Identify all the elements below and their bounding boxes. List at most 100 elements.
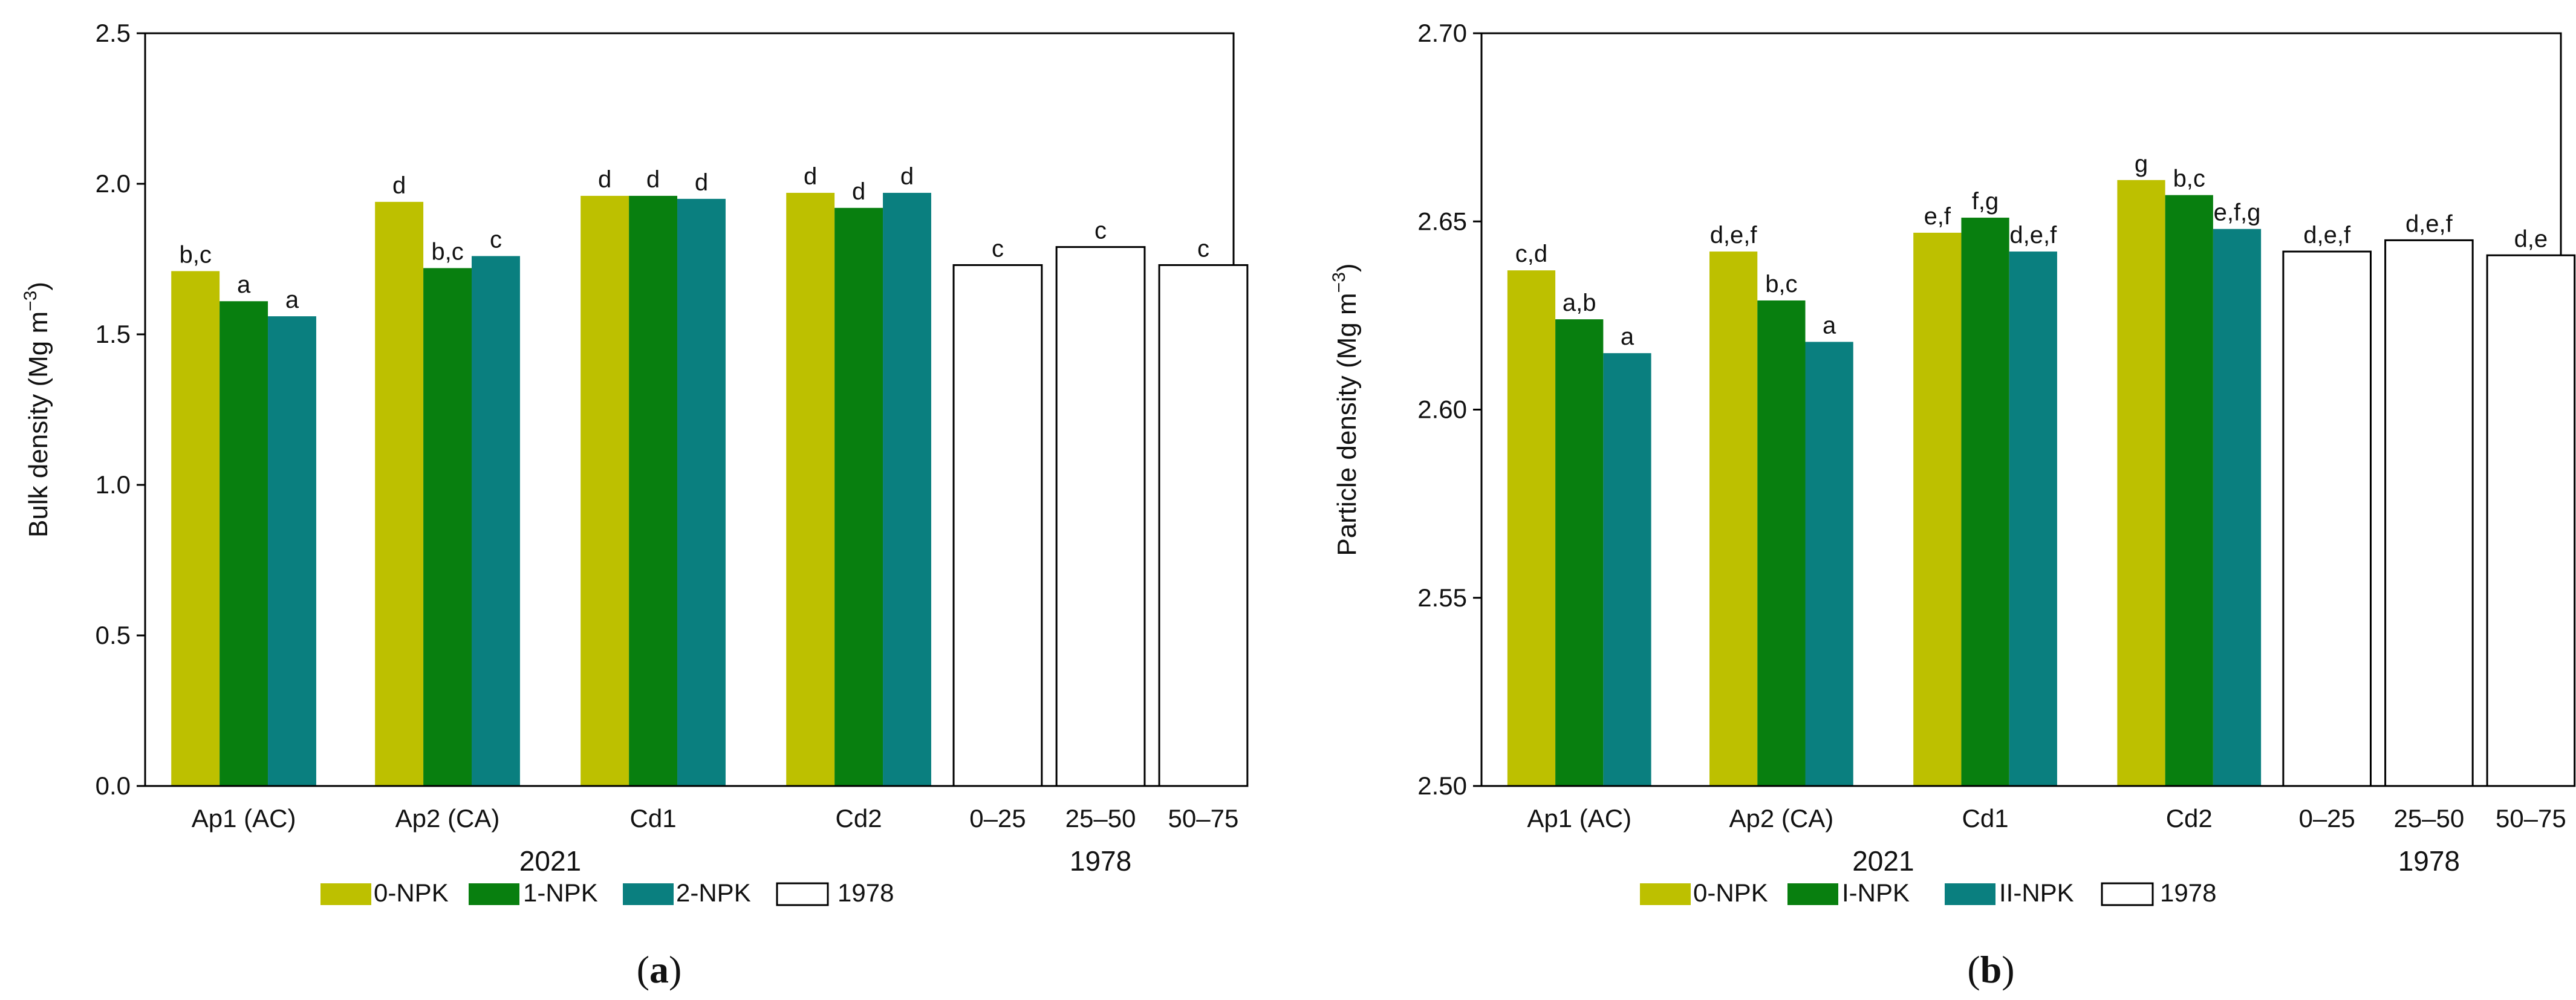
panel-b: 2.50 2.55 2.60 2.65 2.70 Particle density (Mg…	[1329, 19, 2576, 991]
x-category-label: Cd2	[836, 804, 882, 833]
bar-i-npk-4	[2165, 195, 2213, 786]
significance-letter: a	[1823, 312, 1836, 339]
y-tick-label: 2.50	[1417, 771, 1467, 800]
y-tick-label: 2.70	[1417, 19, 1467, 47]
panel-label-open: (	[1967, 948, 1980, 991]
significance-letter: c	[1197, 235, 1209, 262]
panel-label-letter: b	[1980, 948, 2002, 991]
x-category-label: Cd1	[630, 804, 677, 833]
legend-entry: 0-NPK	[1693, 878, 1768, 907]
significance-letter: d	[695, 169, 708, 196]
panel-label: (a)	[637, 948, 682, 991]
panel-a: 0.0 0.5 1.0 1.5 2.0 2.5 Bulk density (Mg m−3) b…	[21, 19, 1249, 991]
bar-i-npk-2	[1757, 300, 1806, 787]
bar-1978-3	[1158, 264, 1249, 787]
legend-swatch-1	[320, 883, 371, 905]
significance-letter: d	[646, 166, 660, 193]
significance-letter: b,c	[2173, 166, 2205, 192]
legend-swatch-4	[776, 882, 829, 906]
bar-2-npk-1	[268, 316, 316, 786]
bar-2-npk-4	[883, 192, 931, 786]
y-tick-label: 2.0	[96, 169, 131, 198]
y-axis-title-close: )	[24, 282, 53, 291]
x-category-label: 25–50	[2393, 804, 2464, 833]
bar-ii-npk-3	[2009, 252, 2057, 786]
y-axis-title-main: Particle density (Mg m	[1332, 293, 1362, 556]
legend-swatch-1	[1640, 883, 1691, 905]
y-tick-label: 2.60	[1417, 395, 1467, 424]
x-category-label: Ap2 (CA)	[395, 804, 500, 833]
x-category-label: Ap2 (CA)	[1729, 804, 1834, 833]
significance-letter: d,e	[2514, 226, 2548, 252]
x-category-label: Ap1 (AC)	[1527, 804, 1631, 833]
bar-1-npk-1	[220, 301, 268, 787]
significance-letter: d	[392, 172, 406, 199]
bar-0-npk-1	[171, 271, 220, 786]
significance-letter: c	[490, 227, 502, 253]
y-tick-label: 0.5	[96, 621, 131, 649]
y-axis-title-sup: −3	[1329, 272, 1349, 293]
y-axis-title: Bulk density (Mg m−3)	[21, 282, 53, 537]
y-tick-label: 1.5	[96, 320, 131, 348]
panel-label-letter: a	[649, 948, 669, 991]
bar-1978-2	[2384, 239, 2474, 787]
y-tick-label: 2.55	[1417, 583, 1467, 612]
y-tick-label: 1.0	[96, 470, 131, 499]
y-axis-title-close: )	[1332, 263, 1362, 272]
significance-letter: d	[900, 163, 914, 190]
x-category-label: 50–75	[1168, 804, 1239, 833]
y-axis-title-sup: −3	[21, 291, 41, 311]
group-label-1978: 1978	[2398, 845, 2460, 877]
bar-i-npk-1	[1555, 319, 1604, 786]
bar-0-npk-4	[786, 192, 835, 786]
x-category-label: Cd2	[2166, 804, 2213, 833]
significance-letter: d,e,f	[2303, 222, 2351, 248]
x-category-label: 0–25	[969, 804, 1026, 833]
legend-entry: 1978	[2160, 878, 2216, 907]
y-axis-title-main: Bulk density (Mg m	[24, 311, 53, 537]
group-label-2021: 2021	[519, 845, 581, 877]
legend-entry: 0-NPK	[374, 878, 449, 907]
bar-ii-npk-1	[1603, 353, 1651, 786]
significance-letter: d,e,f	[2009, 222, 2057, 248]
significance-letter: d	[852, 178, 865, 205]
bar-1-npk-2	[423, 268, 472, 786]
legend-swatch-3	[623, 883, 674, 905]
significance-letter: c,d	[1515, 241, 1547, 267]
legend-entry: II-NPK	[1999, 878, 2074, 907]
bar-ii-npk-2	[1805, 342, 1853, 786]
y-tick-label: 0.0	[96, 771, 131, 800]
significance-letter: d	[804, 163, 817, 190]
y-tick-label: 2.65	[1417, 207, 1467, 235]
bar-1-npk-3	[629, 195, 678, 786]
group-label-1978: 1978	[1070, 845, 1131, 877]
panel-label-open: (	[637, 948, 649, 991]
bar-0-npk-2	[1709, 252, 1758, 786]
significance-letter: d	[598, 166, 611, 193]
legend-entry: 1978	[838, 878, 894, 907]
x-category-label: Ap1 (AC)	[192, 804, 296, 833]
significance-letter: d,e,f	[2405, 210, 2453, 237]
group-label-2021: 2021	[1852, 845, 1914, 877]
significance-letter: g	[2135, 151, 2148, 177]
bar-2-npk-3	[677, 198, 726, 786]
significance-letter: e,f,g	[2214, 200, 2261, 226]
bar-ii-npk-4	[2213, 229, 2262, 786]
x-category-label: Cd1	[1962, 804, 2009, 833]
significance-letter: a	[237, 271, 251, 298]
bar-0-npk-4	[2117, 180, 2165, 786]
panel-label-close: )	[669, 948, 681, 991]
y-tick-label: 2.5	[96, 19, 131, 47]
bar-i-npk-3	[1961, 218, 2009, 786]
x-category-label: 0–25	[2298, 804, 2355, 833]
significance-letter: a	[285, 287, 299, 313]
bar-2-npk-2	[472, 256, 520, 786]
legend-entry: 2-NPK	[676, 878, 751, 907]
bar-0-npk-3	[581, 195, 629, 786]
significance-letter: b,c	[431, 238, 463, 265]
legend-swatch-2	[469, 883, 519, 905]
bar-0-npk-3	[1913, 232, 1962, 786]
legend-entry: I-NPK	[1842, 878, 1910, 907]
significance-letter: a	[1621, 323, 1634, 350]
